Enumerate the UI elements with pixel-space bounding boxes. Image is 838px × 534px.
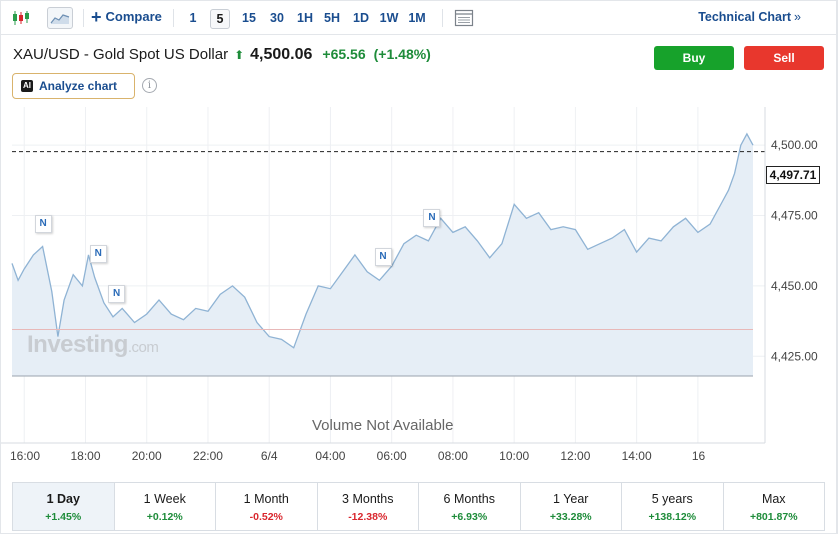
period-performance-bar: 1 Day +1.45% 1 Week +0.12% 1 Month -0.52% 3 Mo…: [12, 482, 825, 531]
x-tick-label: 22:00: [193, 449, 223, 463]
area-chart-icon[interactable]: [47, 7, 73, 29]
quote-header: XAU/USD - Gold Spot US Dollar ⬆ 4,500.06…: [13, 46, 431, 64]
timeframe-5h[interactable]: 5H: [324, 11, 340, 25]
timeframe-1d[interactable]: 1D: [353, 11, 369, 25]
period-label: 1 Year: [553, 492, 589, 506]
period-label: 3 Months: [342, 492, 394, 506]
volume-not-available: Volume Not Available: [312, 417, 454, 434]
x-tick-label: 12:00: [560, 449, 590, 463]
price-chart-svg: 4,500.00 4,475.00 4,450.00 4,425.00 16:00 18:…: [1, 107, 818, 463]
period-1-week[interactable]: 1 Week +0.12%: [115, 483, 216, 530]
watermark-suffix: .com: [127, 339, 159, 356]
last-price: 4,500.06: [250, 46, 313, 63]
chart-toolbar: + Compare 1 5 15 30 1H 5H 1D 1W 1M Technical Cha…: [1, 1, 837, 35]
y-tick-label: 4,425.00: [771, 349, 818, 363]
timeframe-1w[interactable]: 1W: [379, 11, 399, 25]
x-tick-label: 04:00: [315, 449, 345, 463]
info-icon[interactable]: i: [142, 78, 157, 93]
plus-icon: +: [91, 6, 102, 27]
period-5-years[interactable]: 5 years +138.12%: [622, 483, 724, 530]
timeframe-1m[interactable]: 1M: [408, 11, 426, 25]
compare-button[interactable]: + Compare: [91, 6, 162, 27]
period-label: 5 years: [651, 492, 693, 506]
toolbar-divider: [442, 9, 443, 27]
timeframe-30[interactable]: 30: [270, 11, 284, 25]
timeframe-15[interactable]: 15: [242, 11, 256, 25]
x-tick-label: 20:00: [132, 449, 162, 463]
period-change: +1.45%: [45, 511, 82, 523]
x-tick-label: 08:00: [438, 449, 468, 463]
x-tick-label: 14:00: [622, 449, 652, 463]
timeframe-1[interactable]: 1: [189, 11, 197, 25]
x-tick-label: 6/4: [261, 449, 278, 463]
news-marker[interactable]: N: [374, 248, 392, 267]
price-area-fill: [12, 133, 753, 376]
indicators-icon[interactable]: [453, 7, 475, 29]
news-marker[interactable]: N: [108, 284, 126, 303]
candlestick-icon[interactable]: [11, 7, 33, 29]
price-change: +65.56: [322, 46, 366, 62]
y-tick-label: 4,450.00: [771, 279, 818, 293]
period-1-month[interactable]: 1 Month -0.52%: [216, 483, 318, 530]
period-label: Max: [761, 492, 786, 506]
period-1-year[interactable]: 1 Year +33.28%: [521, 483, 622, 530]
period-label: 6 Months: [443, 492, 495, 506]
toolbar-divider: [173, 9, 174, 27]
timeframe-1h[interactable]: 1H: [297, 11, 313, 25]
period-6-months[interactable]: 6 Months +6.93%: [419, 483, 521, 530]
current-price-tag: 4,497.71: [766, 166, 820, 184]
period-1-day[interactable]: 1 Day +1.45%: [13, 483, 115, 530]
news-marker[interactable]: N: [423, 208, 441, 227]
period-change: -0.52%: [249, 511, 283, 523]
toolbar-divider: [83, 9, 84, 27]
period-change: -12.38%: [348, 511, 388, 523]
x-tick-label: 16:00: [10, 449, 40, 463]
x-tick-label: 06:00: [377, 449, 407, 463]
x-tick-label: 16: [692, 449, 706, 463]
timeframe-5[interactable]: 5: [210, 9, 230, 29]
news-marker[interactable]: N: [34, 214, 52, 233]
investing-watermark: Investing.com: [27, 331, 159, 359]
period-label: 1 Day: [46, 492, 80, 506]
double-chevron-right-icon: »: [794, 10, 801, 24]
period-change: +6.93%: [451, 511, 488, 523]
analyze-chart-label: Analyze chart: [39, 79, 118, 93]
instrument-name: XAU/USD - Gold Spot US Dollar: [13, 46, 229, 63]
analyze-chart-button[interactable]: AI Analyze chart: [12, 73, 135, 99]
period-label: 1 Week: [143, 492, 186, 506]
period-change: +33.28%: [549, 511, 592, 523]
period-change: +0.12%: [146, 511, 183, 523]
ai-badge-icon: AI: [21, 80, 33, 92]
price-change-percent: (+1.48%): [373, 46, 431, 62]
x-tick-label: 10:00: [499, 449, 529, 463]
buy-button[interactable]: Buy: [654, 46, 734, 70]
arrow-up-icon: ⬆: [234, 48, 245, 62]
x-tick-label: 18:00: [70, 449, 100, 463]
y-tick-label: 4,500.00: [771, 138, 818, 152]
technical-chart-label: Technical Chart: [698, 10, 792, 24]
period-max[interactable]: Max +801.87%: [724, 483, 825, 530]
price-chart[interactable]: 4,500.00 4,475.00 4,450.00 4,425.00 16:00 18:…: [1, 105, 837, 475]
technical-chart-link[interactable]: Technical Chart»: [698, 10, 801, 24]
period-3-months[interactable]: 3 Months -12.38%: [318, 483, 419, 530]
period-change: +801.87%: [749, 511, 798, 523]
compare-label: Compare: [105, 9, 162, 24]
news-marker[interactable]: N: [89, 245, 107, 264]
period-label: 1 Month: [243, 492, 289, 506]
period-change: +138.12%: [648, 511, 697, 523]
price-line: [11, 132, 754, 349]
y-tick-label: 4,475.00: [771, 209, 818, 223]
watermark-text: Investing: [27, 331, 128, 358]
sell-button[interactable]: Sell: [744, 46, 824, 70]
